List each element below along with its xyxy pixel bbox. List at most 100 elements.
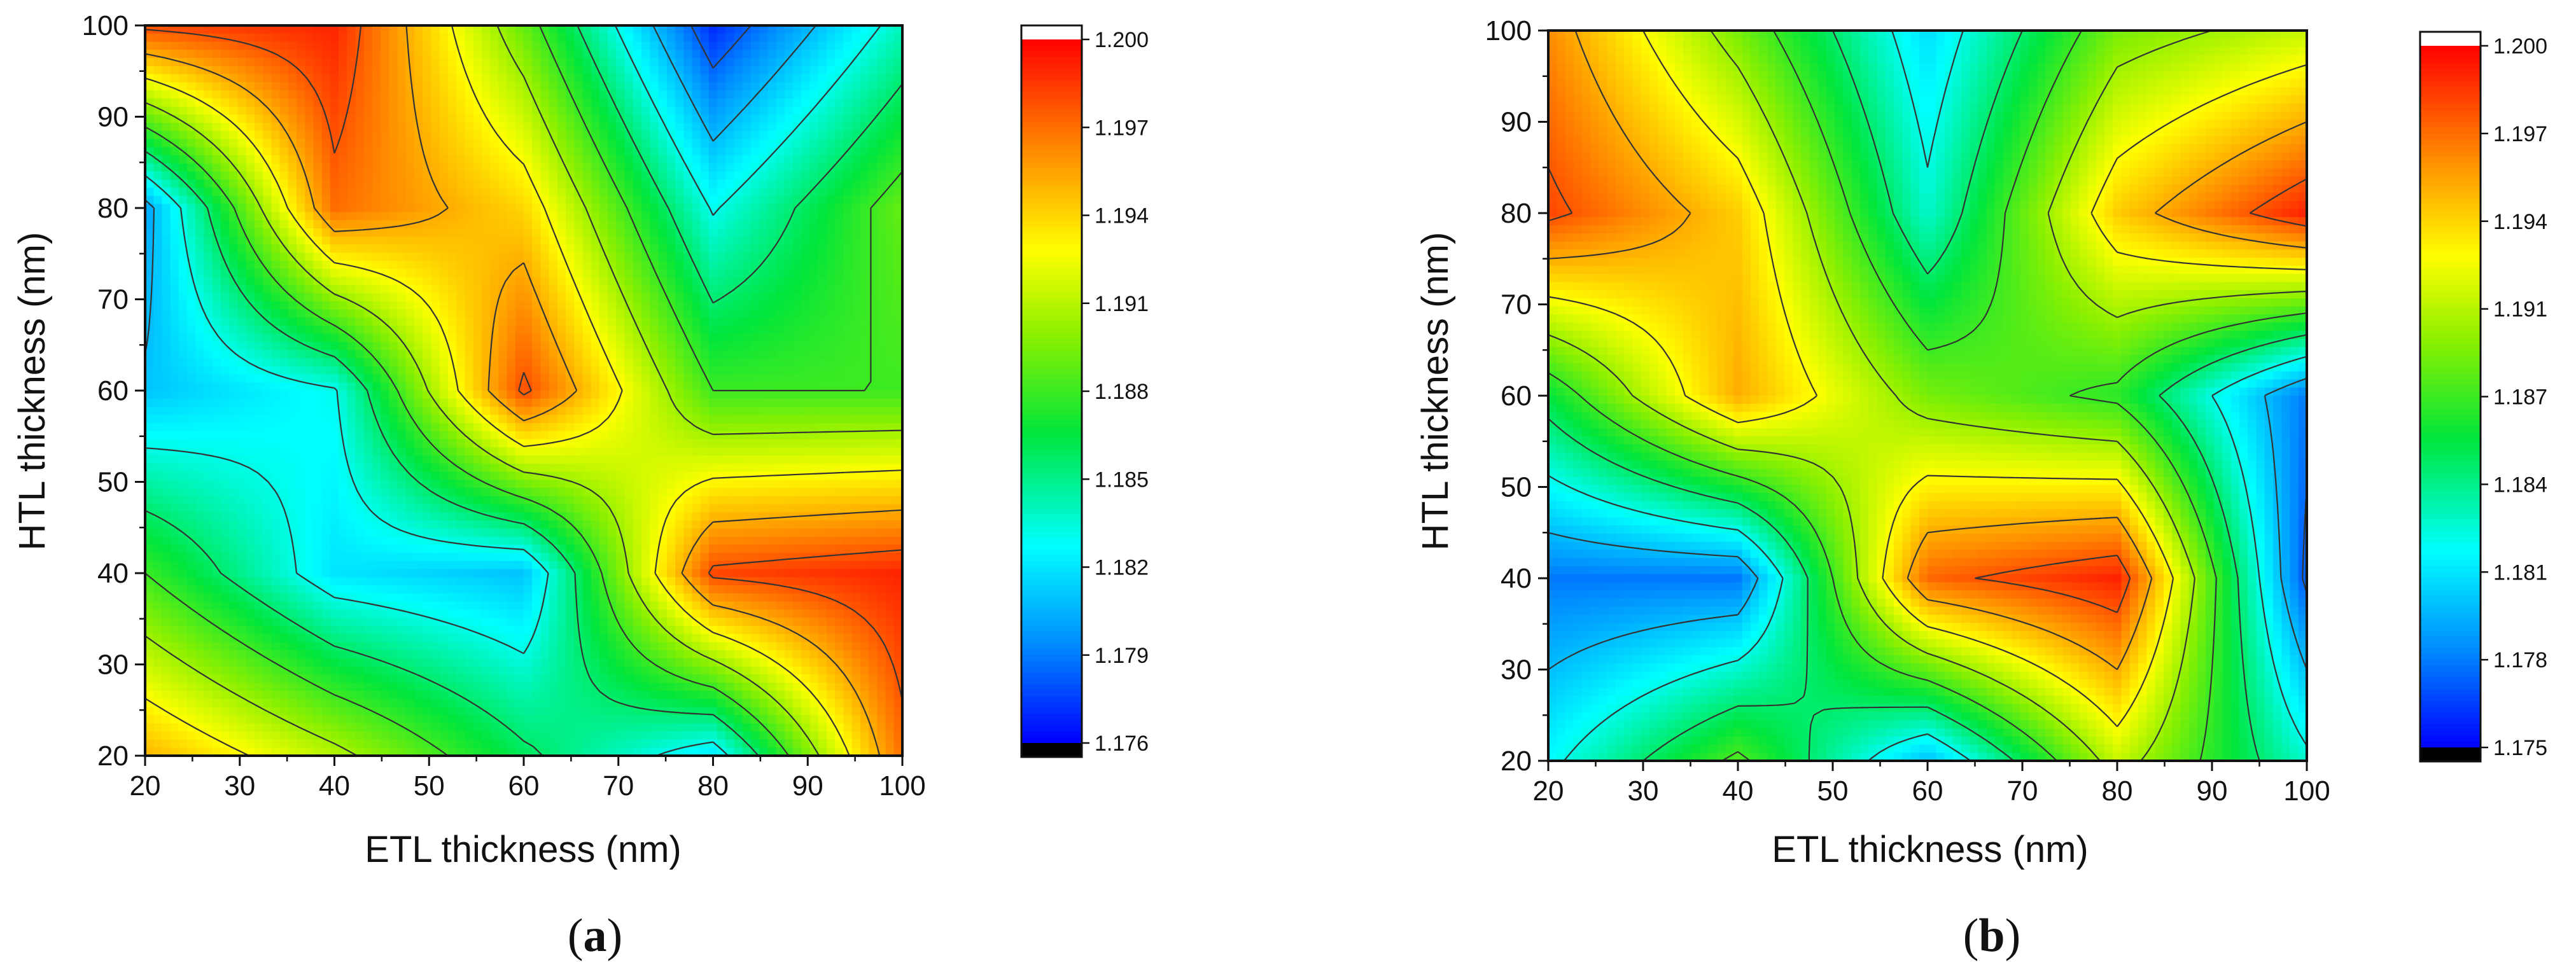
field-cell bbox=[827, 374, 836, 384]
field-cell bbox=[877, 228, 886, 237]
field-cell bbox=[170, 463, 179, 473]
field-cell bbox=[321, 50, 331, 59]
field-cell bbox=[170, 374, 179, 384]
field-cell bbox=[195, 41, 205, 51]
field-cell bbox=[776, 253, 785, 261]
field-cell bbox=[221, 50, 230, 59]
field-cell bbox=[481, 366, 491, 375]
field-cell bbox=[204, 163, 213, 172]
field-cell bbox=[456, 366, 466, 375]
field-cell bbox=[893, 123, 903, 132]
field-cell bbox=[734, 333, 743, 343]
field-cell bbox=[313, 228, 323, 237]
field-cell bbox=[524, 423, 533, 432]
field-cell bbox=[599, 301, 609, 310]
field-cell bbox=[321, 447, 331, 456]
field-cell bbox=[869, 33, 878, 43]
field-cell bbox=[347, 366, 356, 375]
field-cell bbox=[221, 220, 230, 229]
field-cell bbox=[263, 74, 272, 83]
field-cell bbox=[187, 41, 197, 51]
field-cell bbox=[297, 463, 306, 473]
field-cell bbox=[431, 82, 440, 91]
field-cell bbox=[717, 431, 727, 440]
field-cell bbox=[549, 277, 558, 286]
field-cell bbox=[271, 98, 281, 108]
field-cell bbox=[389, 406, 398, 416]
field-cell bbox=[742, 350, 752, 359]
field-cell bbox=[566, 115, 575, 123]
field-cell bbox=[566, 50, 575, 59]
field-cell bbox=[507, 123, 516, 132]
field-cell bbox=[279, 342, 289, 351]
field-cell bbox=[330, 382, 340, 391]
field-cell bbox=[397, 179, 407, 189]
field-cell bbox=[195, 253, 205, 261]
field-cell bbox=[835, 293, 844, 302]
field-cell bbox=[793, 406, 802, 416]
field-cell bbox=[767, 350, 777, 359]
field-cell bbox=[212, 98, 221, 108]
field-cell bbox=[405, 106, 416, 116]
field-cell bbox=[742, 325, 752, 335]
field-cell bbox=[355, 406, 365, 416]
field-cell bbox=[885, 115, 895, 123]
field-cell bbox=[700, 228, 710, 237]
field-cell bbox=[725, 179, 735, 189]
field-cell bbox=[330, 228, 340, 237]
field-cell bbox=[498, 188, 508, 197]
field-cell bbox=[725, 423, 735, 432]
field-cell bbox=[397, 253, 407, 261]
field-cell bbox=[414, 74, 424, 83]
field-cell bbox=[507, 195, 516, 205]
field-cell bbox=[742, 58, 752, 67]
field-cell bbox=[507, 423, 516, 432]
field-cell bbox=[843, 228, 853, 237]
field-cell bbox=[557, 325, 567, 335]
field-cell bbox=[212, 253, 221, 261]
field-cell bbox=[666, 98, 676, 108]
field-cell bbox=[666, 333, 676, 343]
field-cell bbox=[263, 301, 272, 310]
field-cell bbox=[877, 325, 886, 335]
field-cell bbox=[187, 406, 197, 416]
field-cell bbox=[843, 463, 853, 473]
field-cell bbox=[498, 317, 508, 326]
field-cell bbox=[389, 325, 398, 335]
field-cell bbox=[633, 463, 643, 473]
field-cell bbox=[279, 317, 289, 326]
field-cell bbox=[725, 309, 735, 319]
field-cell bbox=[195, 358, 205, 367]
field-cell bbox=[321, 260, 331, 270]
field-cell bbox=[633, 439, 643, 448]
field-cell bbox=[784, 74, 794, 83]
field-cell bbox=[532, 163, 542, 172]
field-cell bbox=[818, 391, 827, 399]
field-cell bbox=[254, 471, 264, 481]
field-cell bbox=[641, 130, 651, 140]
field-cell bbox=[591, 447, 600, 456]
field-cell bbox=[591, 455, 600, 464]
field-cell bbox=[263, 471, 272, 481]
field-cell bbox=[717, 268, 727, 278]
field-cell bbox=[187, 244, 197, 254]
field-cell bbox=[321, 391, 331, 399]
field-cell bbox=[397, 204, 407, 213]
field-cell bbox=[742, 195, 752, 205]
field-cell bbox=[229, 66, 239, 75]
field-cell bbox=[246, 204, 255, 213]
field-cell bbox=[658, 163, 668, 172]
field-cell bbox=[221, 236, 230, 246]
field-cell bbox=[877, 98, 886, 108]
field-cell bbox=[809, 350, 819, 359]
field-cell bbox=[809, 415, 819, 424]
field-cell bbox=[481, 171, 491, 181]
field-cell bbox=[549, 66, 558, 75]
field-cell bbox=[860, 325, 870, 335]
field-cell bbox=[885, 41, 895, 51]
field-cell bbox=[885, 98, 895, 108]
field-cell bbox=[305, 228, 314, 237]
field-cell bbox=[212, 447, 221, 456]
field-cell bbox=[372, 98, 382, 108]
field-cell bbox=[524, 244, 533, 254]
